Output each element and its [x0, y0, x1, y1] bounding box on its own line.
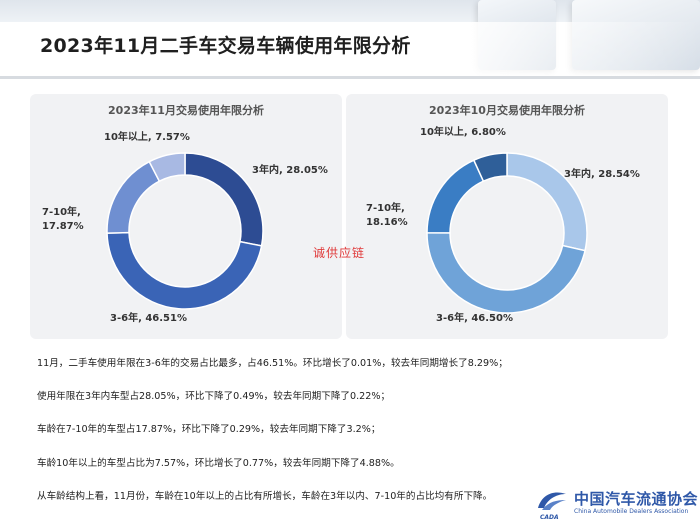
slice-label-3to6yr: 3-6年, 46.51% — [110, 313, 187, 324]
cada-logo-icon — [538, 492, 566, 510]
header-band — [0, 22, 700, 76]
chart-panel-november: 2023年11月交易使用年限分析 3年内, 28.05% 3-6年, 46.51… — [30, 94, 342, 339]
logo-name-en: China Automobile Dealers Association — [574, 508, 689, 515]
analysis-paragraph: 11月，二手车使用年限在3-6年的交易占比最多，占46.51%。环比增长了0.0… — [37, 358, 508, 369]
donut-slice-3-6年 — [426, 232, 586, 314]
slice-label-3yr: 3年内, 28.54% — [564, 169, 640, 180]
donut-chart-october — [426, 152, 588, 314]
slice-label-3yr: 3年内, 28.05% — [252, 165, 328, 176]
slice-label-7to10yr: 7-10年, 17.87% — [42, 207, 84, 232]
slice-label-7to10yr: 7-10年, 18.16% — [366, 203, 408, 228]
chart-panel-october: 2023年10月交易使用年限分析 3年内, 28.54% 3-6年, 46.50… — [346, 94, 668, 339]
donut-slice-10年以上 — [148, 152, 186, 183]
donut-slice-3-6年 — [106, 231, 263, 310]
logo-name-cn: 中国汽车流通协会 — [574, 490, 699, 508]
logo-abbr: CADA — [540, 514, 559, 521]
page-title: 2023年11月二手车交易车辆使用年限分析 — [40, 35, 411, 57]
analysis-paragraph: 车龄在7-10年的车型占17.87%，环比下降了0.29%，较去年同期下降了3.… — [37, 424, 381, 435]
association-logo: 中国汽车流通协会 China Automobile Dealers Associ… — [534, 488, 700, 525]
analysis-paragraph: 使用年限在3年内车型占28.05%，环比下降了0.49%，较去年同期下降了0.2… — [37, 391, 391, 402]
donut-chart-november — [106, 152, 264, 310]
donut-slice-7-10年 — [106, 160, 161, 234]
slice-label-3to6yr: 3-6年, 46.50% — [436, 313, 513, 324]
slice-label-over10yr: 10年以上, 7.57% — [104, 132, 190, 143]
chart-title: 2023年10月交易使用年限分析 — [429, 104, 585, 117]
donut-slice-10年以上 — [472, 152, 508, 183]
slice-label-over10yr: 10年以上, 6.80% — [420, 127, 506, 138]
chart-title: 2023年11月交易使用年限分析 — [108, 104, 264, 117]
donut-slice-7-10年 — [426, 159, 485, 234]
title-divider — [0, 76, 700, 79]
analysis-paragraph: 从车龄结构上看，11月份，车龄在10年以上的占比有所增长，车龄在3年以内、7-1… — [37, 491, 493, 502]
watermark-text: 诚供应链 — [313, 246, 366, 260]
analysis-paragraph: 车龄10年以上的车型占比为7.57%，环比增长了0.77%，较去年同期下降了4.… — [37, 458, 400, 469]
